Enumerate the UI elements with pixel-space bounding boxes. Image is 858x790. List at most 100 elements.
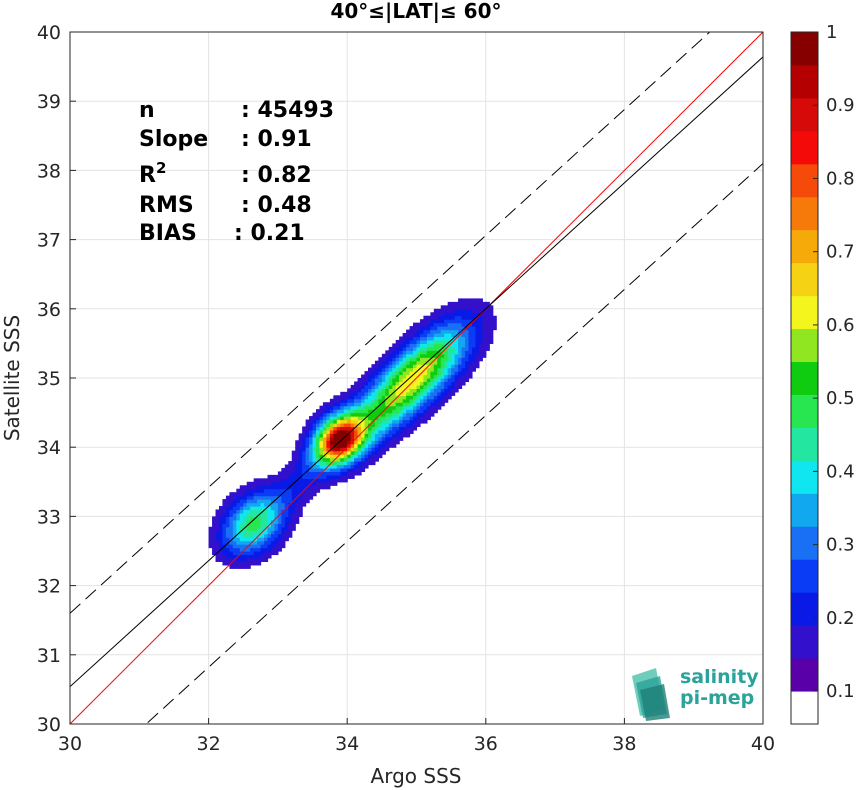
density-cell (399, 350, 404, 355)
density-cell (367, 447, 373, 452)
density-cell (478, 333, 483, 338)
density-cell (347, 467, 352, 473)
density-cell (465, 343, 470, 348)
density-cell (291, 506, 296, 511)
density-cell (253, 533, 258, 538)
density-cell (388, 374, 393, 379)
density-cell (458, 371, 463, 376)
y-tick-label: 40 (37, 22, 61, 44)
density-cell (402, 360, 407, 365)
density-cell (326, 478, 331, 483)
density-cell (260, 544, 265, 549)
density-cell (367, 433, 373, 438)
density-cell (218, 519, 224, 524)
density-cell (288, 533, 293, 538)
density-cell (312, 450, 317, 455)
density-cell (461, 298, 466, 303)
density-cell (430, 343, 435, 348)
density-cell (437, 343, 442, 348)
density-cell (270, 512, 276, 517)
density-cell (274, 544, 279, 549)
density-cell (433, 346, 438, 351)
density-cell (447, 308, 452, 313)
density-cell (367, 416, 373, 421)
density-cell (336, 450, 341, 455)
density-cell (326, 485, 331, 490)
density-cell (264, 533, 269, 538)
density-cell (340, 471, 345, 476)
density-cell (409, 336, 414, 341)
density-cell (229, 492, 234, 497)
density-cell (270, 492, 276, 497)
density-cell (232, 492, 237, 497)
density-cell (305, 433, 310, 438)
density-cell (212, 533, 217, 538)
colorbar-swatch (791, 427, 818, 461)
density-cell (447, 350, 452, 355)
density-cell (451, 329, 456, 334)
density-cell (354, 440, 359, 445)
density-cell (302, 502, 307, 507)
density-cell (309, 488, 314, 493)
density-cell (402, 364, 407, 369)
density-cell (374, 388, 379, 393)
density-cell (309, 485, 314, 490)
density-cell (378, 360, 383, 365)
density-cell (305, 454, 310, 459)
density-cell (316, 440, 321, 445)
density-cell (309, 426, 314, 431)
density-cell (291, 464, 296, 469)
wave-icon (632, 668, 670, 721)
density-cell (475, 319, 480, 324)
density-cell (444, 329, 449, 334)
density-cell (364, 381, 369, 386)
density-cell (444, 388, 449, 393)
density-cell (257, 478, 262, 483)
density-cell (232, 509, 237, 514)
density-cell (419, 395, 425, 400)
density-cell (378, 436, 383, 441)
density-cell (392, 419, 397, 424)
density-cell (451, 367, 456, 372)
density-cell (326, 419, 331, 424)
density-cell (246, 540, 251, 545)
density-cell (364, 395, 369, 400)
density-cell (264, 495, 269, 500)
density-cell (333, 405, 338, 410)
density-cell (458, 312, 463, 317)
density-cell (250, 519, 255, 524)
density-cell (392, 346, 397, 351)
density-cell (267, 492, 272, 497)
density-cell (381, 405, 386, 410)
density-cell (440, 374, 445, 379)
density-cell (402, 391, 407, 396)
density-cell (364, 409, 369, 414)
density-cell (309, 464, 314, 469)
density-cell (236, 557, 241, 562)
density-cell (413, 412, 418, 417)
density-cell (444, 315, 449, 320)
line-fit+2rms (70, 32, 711, 614)
density-cell (291, 478, 296, 483)
density-cell (333, 471, 338, 476)
density-cell (458, 305, 463, 310)
density-cell (406, 429, 411, 434)
density-cell (367, 461, 373, 466)
density-cell (288, 526, 293, 531)
density-cell (253, 481, 258, 486)
density-cell (454, 315, 459, 320)
density-cell (381, 378, 386, 383)
density-cell (250, 530, 255, 535)
density-cell (392, 374, 397, 379)
density-cell (430, 336, 435, 341)
stat-label: RMS (139, 193, 194, 218)
density-cell (354, 409, 359, 414)
density-cell (430, 350, 435, 355)
density-cell (451, 322, 456, 327)
density-cell (444, 364, 449, 369)
density-cell (388, 398, 393, 403)
density-cell (381, 384, 386, 389)
density-cell (218, 530, 224, 535)
density-cell (392, 416, 397, 421)
